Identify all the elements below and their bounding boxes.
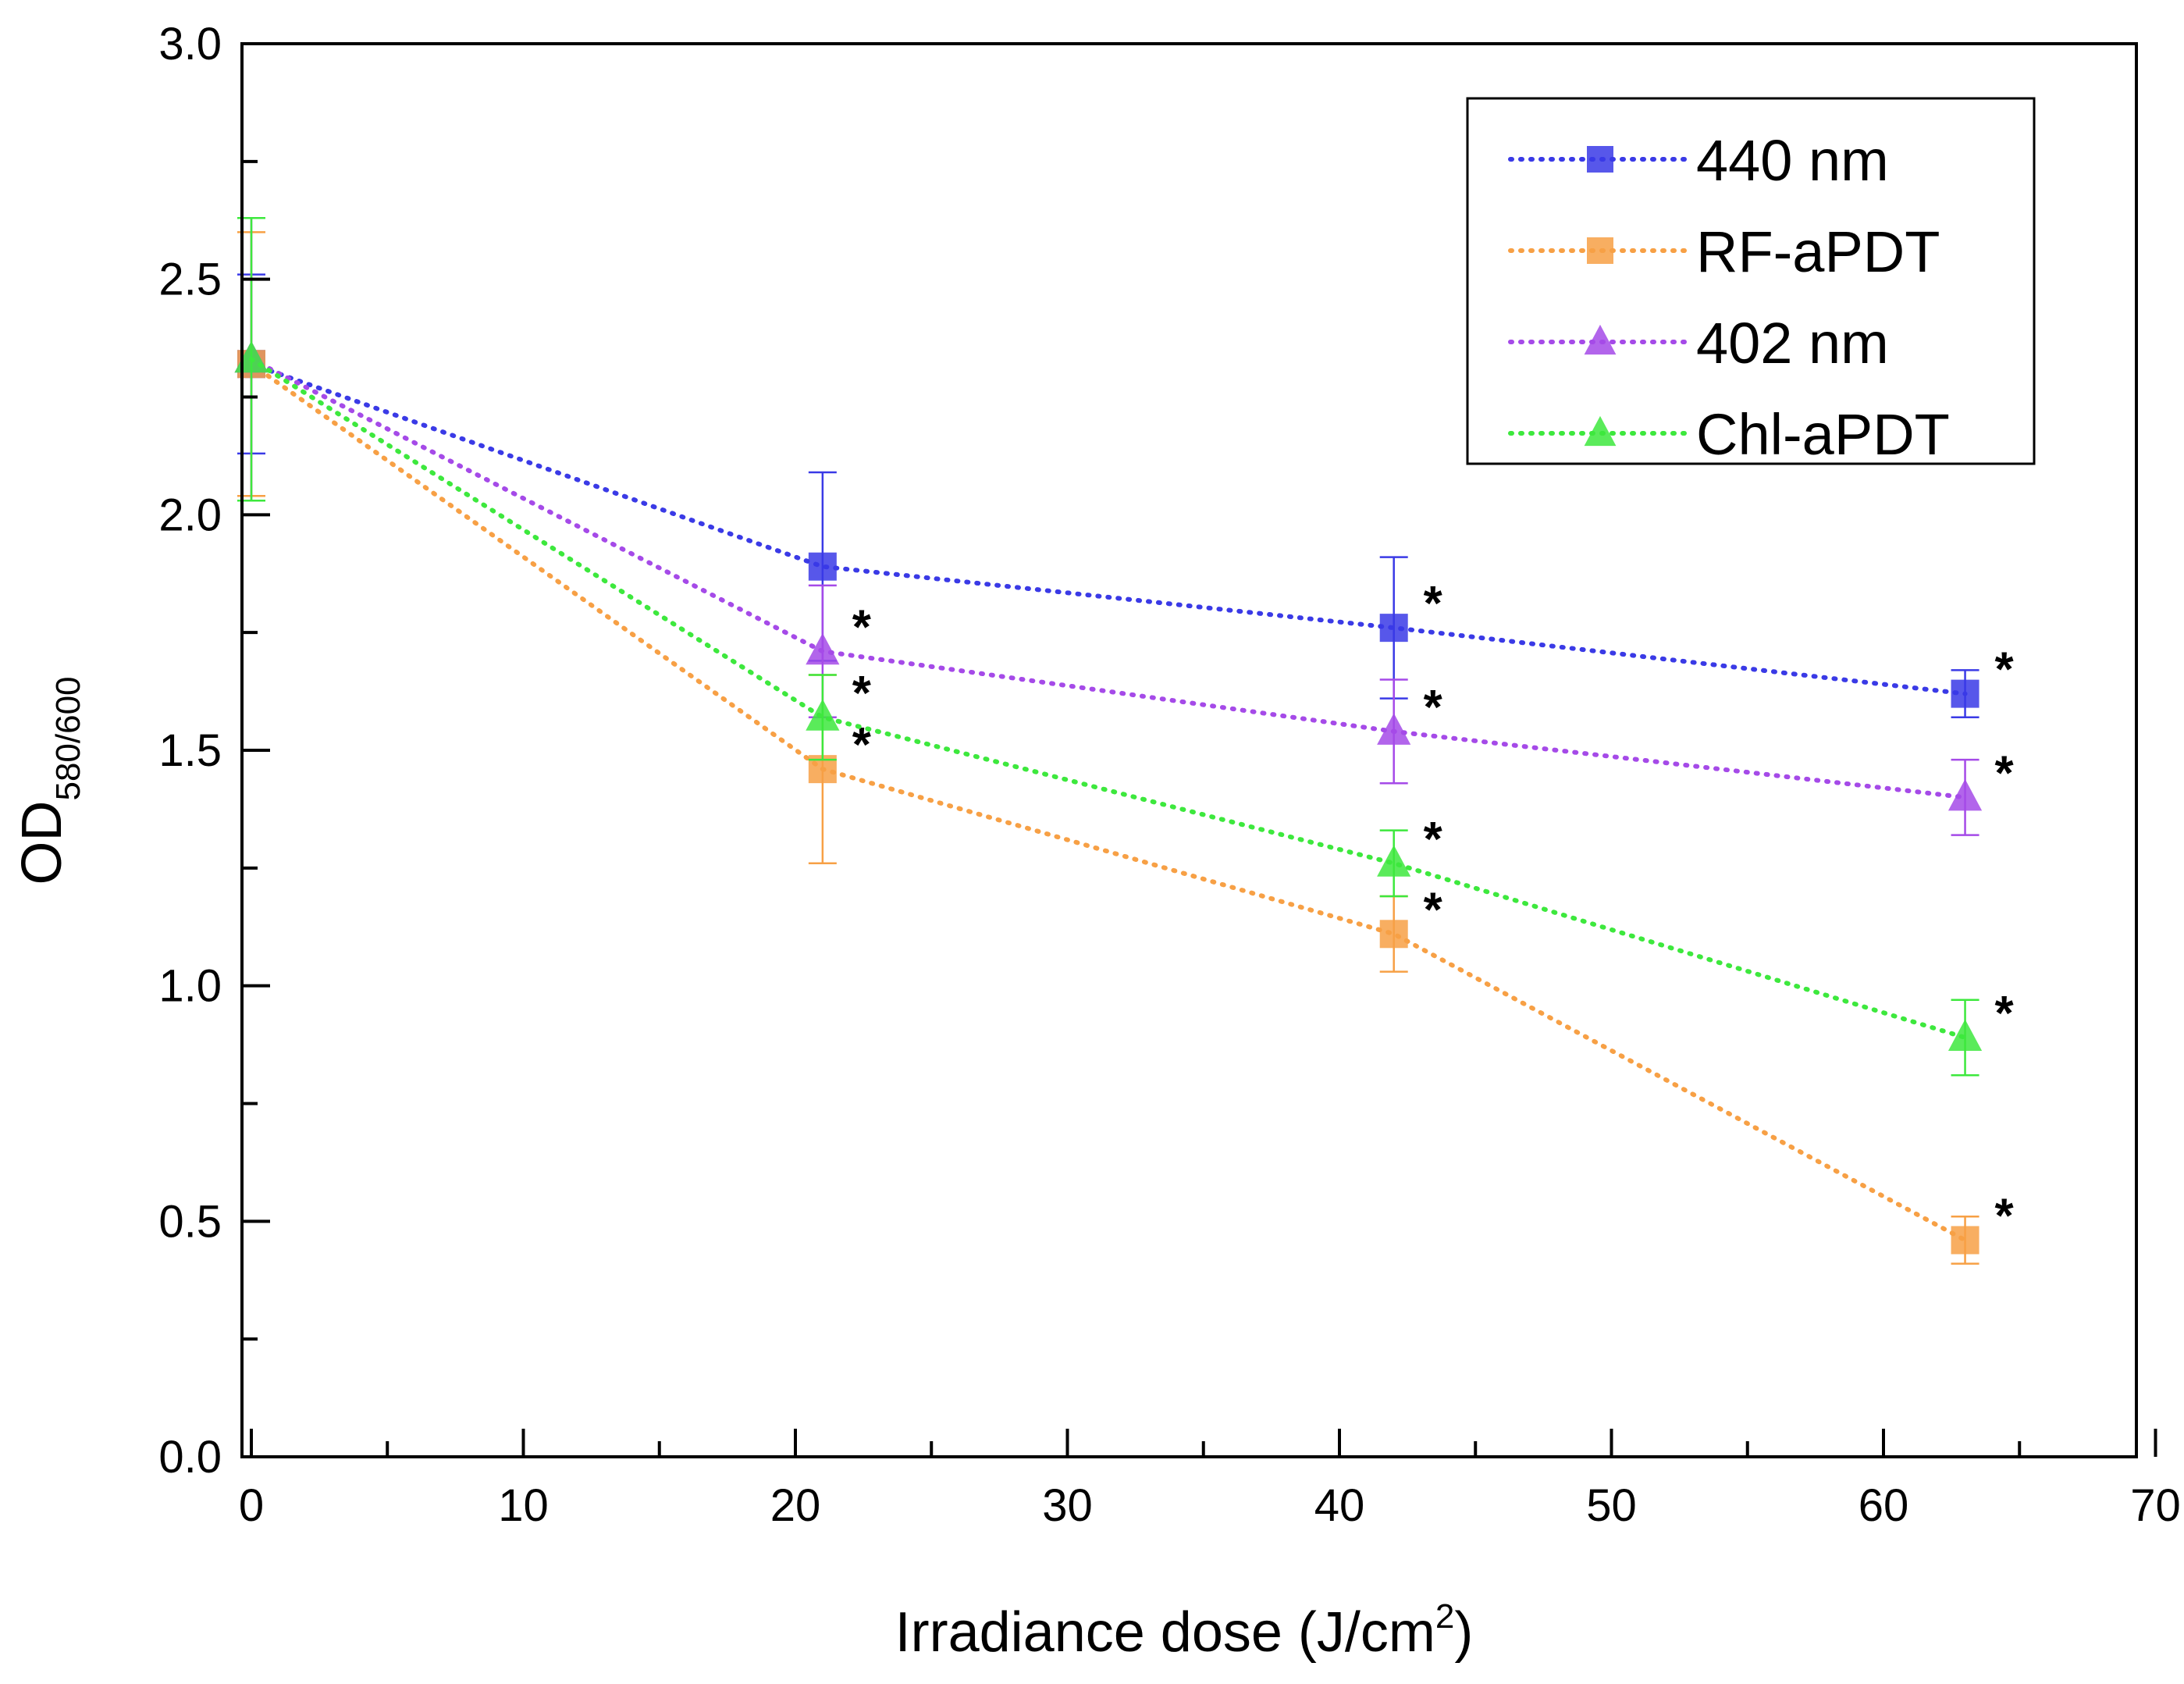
legend-label: Chl-aPDT <box>1696 402 1950 467</box>
y-tick-label: 3.0 <box>158 19 222 69</box>
data-point <box>1379 920 1408 949</box>
legend-label: 402 nm <box>1696 311 1889 376</box>
significance-star: * <box>1994 643 2014 697</box>
y-tick-label: 1.0 <box>158 961 222 1012</box>
x-tick-label: 60 <box>1859 1480 1909 1531</box>
significance-star: * <box>852 718 872 772</box>
data-point <box>806 699 840 731</box>
legend: 440 nm RF-aPDT 402 nm Chl-aPDT <box>1466 97 2036 467</box>
significance-star: * <box>1994 746 2014 800</box>
significance-star: * <box>1424 577 1443 631</box>
x-tick-label: 20 <box>770 1480 821 1531</box>
x-axis-title: Irradiance dose (J/cm2) <box>895 1597 1474 1664</box>
significance-star: * <box>1424 813 1443 867</box>
legend-marker <box>1584 415 1617 447</box>
legend-label: 440 nm <box>1696 128 1889 193</box>
legend-entry: 440 nm <box>1508 128 1889 193</box>
y-tick-label: 2.0 <box>158 490 222 540</box>
data-point <box>1379 614 1408 643</box>
y-tick-label: 1.5 <box>158 725 222 776</box>
significance-star: * <box>852 600 872 654</box>
data-point <box>808 552 837 581</box>
axes-layer: 0 10 20 30 40 50 60 70 0.0 0.5 1.0 1.5 2.0 2.5 3.0 <box>158 19 2180 1531</box>
significance-star: * <box>1424 681 1443 735</box>
significance-star: * <box>1424 883 1443 937</box>
y-axis-title: OD580/600 <box>11 676 87 885</box>
data-point <box>1377 845 1411 877</box>
data-point <box>1947 778 1983 811</box>
x-tick-label: 10 <box>498 1480 549 1531</box>
legend-marker <box>1587 237 1613 264</box>
series-line <box>249 357 1968 1041</box>
data-point <box>1951 679 1979 708</box>
data-point <box>1377 713 1411 745</box>
y-tick-label: 2.5 <box>158 255 222 305</box>
significance-star: * <box>1994 987 2014 1041</box>
data-point <box>1951 1226 1979 1255</box>
series-line <box>249 361 1968 696</box>
legend-marker <box>1584 324 1617 355</box>
x-tick-label: 40 <box>1314 1480 1365 1531</box>
y-tick-label: 0.5 <box>158 1196 222 1247</box>
legend-entry: 402 nm <box>1508 311 1889 376</box>
x-tick-label: 0 <box>239 1480 264 1531</box>
x-tick-label: 70 <box>2130 1480 2181 1531</box>
data-point <box>1947 1019 1983 1052</box>
series-line <box>249 361 1968 1243</box>
significance-star: * <box>1994 1189 2014 1243</box>
x-tick-label: 50 <box>1586 1480 1637 1531</box>
legend-marker <box>1587 146 1613 173</box>
legend-entry: RF-aPDT <box>1508 219 1940 284</box>
significance-star: * <box>852 667 872 721</box>
legend-label: RF-aPDT <box>1696 219 1940 284</box>
data-point <box>806 632 840 665</box>
x-tick-label: 30 <box>1042 1480 1093 1531</box>
y-tick-label: 0.0 <box>158 1432 222 1483</box>
legend-entry: Chl-aPDT <box>1508 402 1950 467</box>
